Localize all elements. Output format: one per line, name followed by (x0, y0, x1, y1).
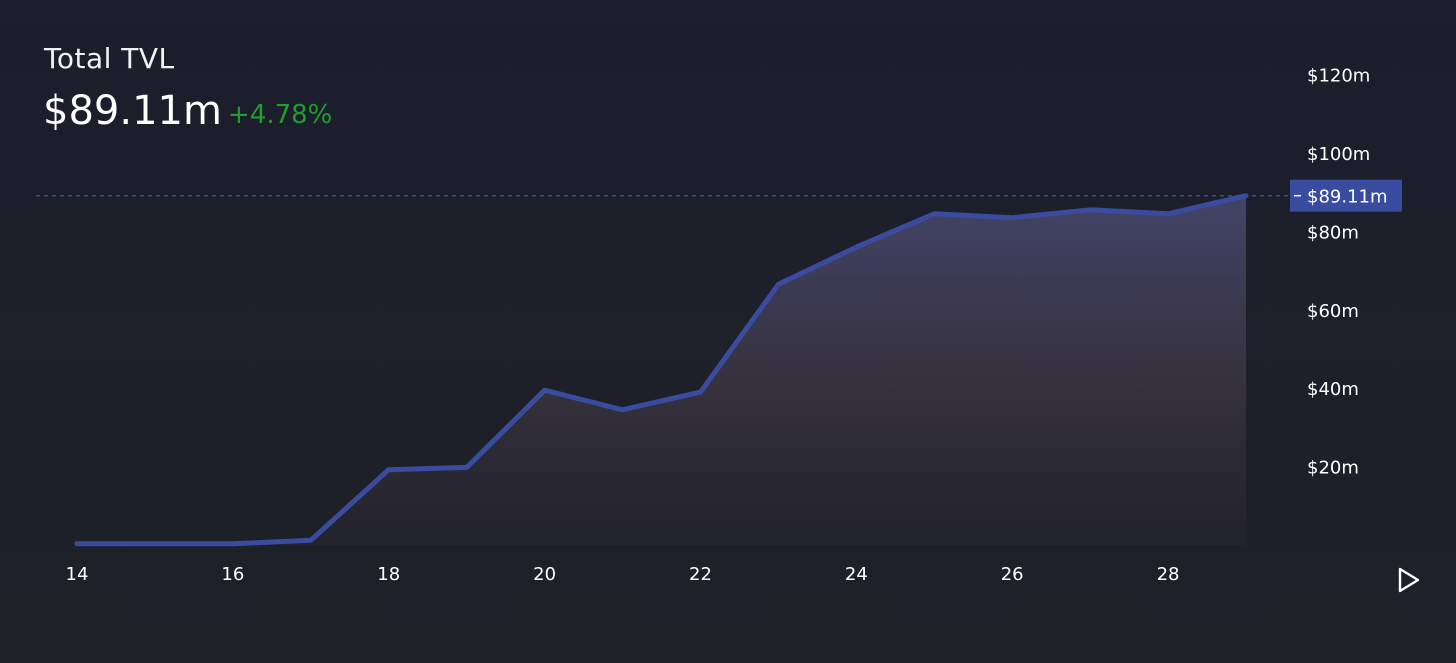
x-tick-label: 14 (66, 564, 89, 585)
area-fill-layer (77, 195, 1246, 545)
total-tvl-value: $89.11m (43, 88, 222, 134)
data-point[interactable] (850, 241, 862, 253)
y-axis-ticks: $20m $40m $60m $80m $100m $120m (1307, 66, 1370, 479)
x-tick-label: 20 (533, 564, 556, 585)
data-point[interactable] (694, 386, 706, 398)
current-value-layer: $89.11m (36, 179, 1402, 212)
play-button[interactable] (1396, 566, 1422, 594)
data-point[interactable] (617, 404, 629, 416)
x-tick-label: 24 (845, 564, 868, 585)
tvl-change-percent: +4.78% (228, 100, 333, 130)
current-value-label-bg (1290, 179, 1402, 212)
series-line (74, 193, 1249, 547)
data-point[interactable] (539, 384, 551, 396)
y-tick-label: $40m (1307, 379, 1359, 400)
data-point[interactable] (227, 538, 239, 550)
x-tick-label: 16 (221, 564, 244, 585)
y-tick-label: $60m (1307, 301, 1359, 322)
series-line-layer (71, 193, 1249, 550)
x-tick-label: 28 (1157, 564, 1180, 585)
x-tick-label: 22 (689, 564, 712, 585)
current-value-label: $89.11m (1307, 187, 1388, 208)
data-point[interactable] (305, 534, 317, 546)
chart-title: Total TVL (44, 42, 175, 75)
data-point[interactable] (772, 278, 784, 290)
x-tick-label: 18 (377, 564, 400, 585)
x-tick-label: 26 (1001, 564, 1024, 585)
data-point[interactable] (1162, 208, 1174, 220)
data-point[interactable] (928, 208, 940, 220)
data-point[interactable] (461, 461, 473, 473)
play-triangle-icon (1398, 567, 1420, 593)
x-axis-ticks: 14 16 18 20 22 24 26 28 (66, 564, 1180, 585)
data-point[interactable] (1084, 204, 1096, 216)
area-fill (77, 195, 1246, 545)
y-tick-label: $20m (1307, 458, 1359, 479)
data-point[interactable] (383, 464, 395, 476)
y-tick-label: $120m (1307, 66, 1370, 87)
data-point[interactable] (149, 538, 161, 550)
data-point[interactable] (71, 538, 83, 550)
y-tick-label: $100m (1307, 144, 1370, 165)
y-tick-label: $80m (1307, 222, 1359, 243)
data-point[interactable] (1006, 212, 1018, 224)
